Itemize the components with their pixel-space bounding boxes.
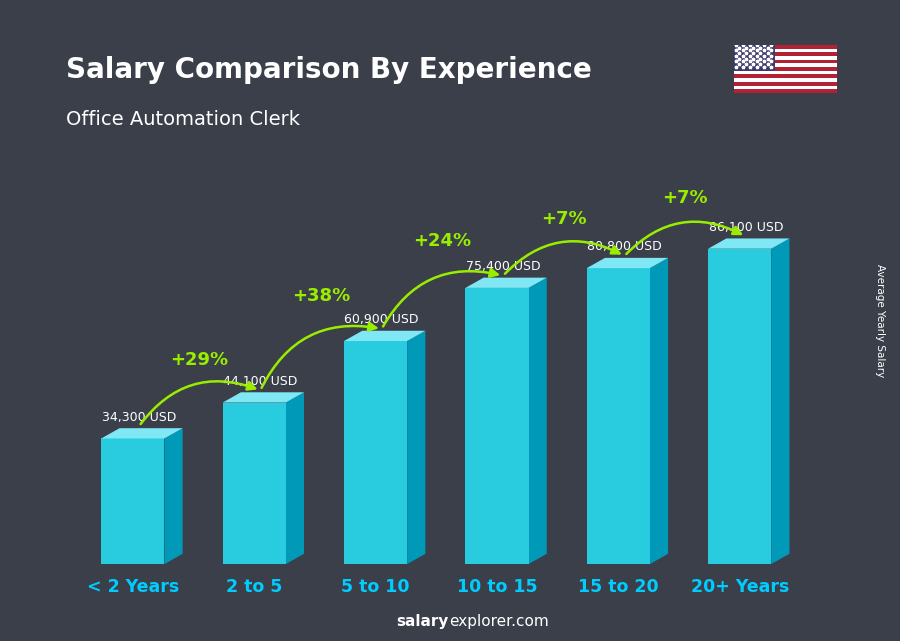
Bar [734, 74, 837, 78]
Polygon shape [708, 238, 789, 249]
Polygon shape [344, 341, 407, 564]
Bar [734, 56, 837, 60]
Text: +38%: +38% [292, 287, 350, 305]
Polygon shape [465, 278, 546, 288]
Polygon shape [344, 331, 426, 341]
Bar [734, 78, 837, 82]
Polygon shape [587, 268, 650, 564]
Text: Average Yearly Salary: Average Yearly Salary [875, 264, 886, 377]
Text: explorer.com: explorer.com [449, 615, 549, 629]
Text: 75,400 USD: 75,400 USD [465, 260, 540, 273]
Text: +29%: +29% [171, 351, 229, 369]
Text: salary: salary [397, 615, 449, 629]
Polygon shape [650, 258, 668, 564]
Bar [734, 82, 837, 85]
Text: 34,300 USD: 34,300 USD [102, 411, 176, 424]
Polygon shape [465, 288, 528, 564]
Bar [734, 67, 837, 71]
Bar [734, 71, 837, 74]
Polygon shape [708, 249, 771, 564]
Bar [734, 53, 837, 56]
Bar [734, 85, 837, 89]
Polygon shape [286, 392, 304, 564]
Text: Salary Comparison By Experience: Salary Comparison By Experience [66, 56, 592, 85]
Text: Office Automation Clerk: Office Automation Clerk [66, 110, 300, 129]
Polygon shape [165, 428, 183, 564]
Bar [734, 89, 837, 93]
Polygon shape [528, 278, 546, 564]
Bar [734, 45, 775, 71]
Polygon shape [407, 331, 426, 564]
Polygon shape [102, 438, 165, 564]
Polygon shape [222, 392, 304, 403]
Bar [734, 60, 837, 63]
Text: 60,900 USD: 60,900 USD [345, 313, 418, 326]
Text: +7%: +7% [662, 189, 708, 207]
Text: 86,100 USD: 86,100 USD [708, 221, 783, 234]
Bar [734, 49, 837, 53]
Polygon shape [102, 428, 183, 438]
Polygon shape [771, 238, 789, 564]
Text: +24%: +24% [413, 232, 472, 250]
Text: 44,100 USD: 44,100 USD [223, 375, 298, 388]
Bar [734, 45, 837, 49]
Polygon shape [587, 258, 668, 268]
Text: +7%: +7% [541, 210, 587, 228]
Text: 80,800 USD: 80,800 USD [587, 240, 662, 253]
Polygon shape [222, 403, 286, 564]
Bar [734, 63, 837, 67]
